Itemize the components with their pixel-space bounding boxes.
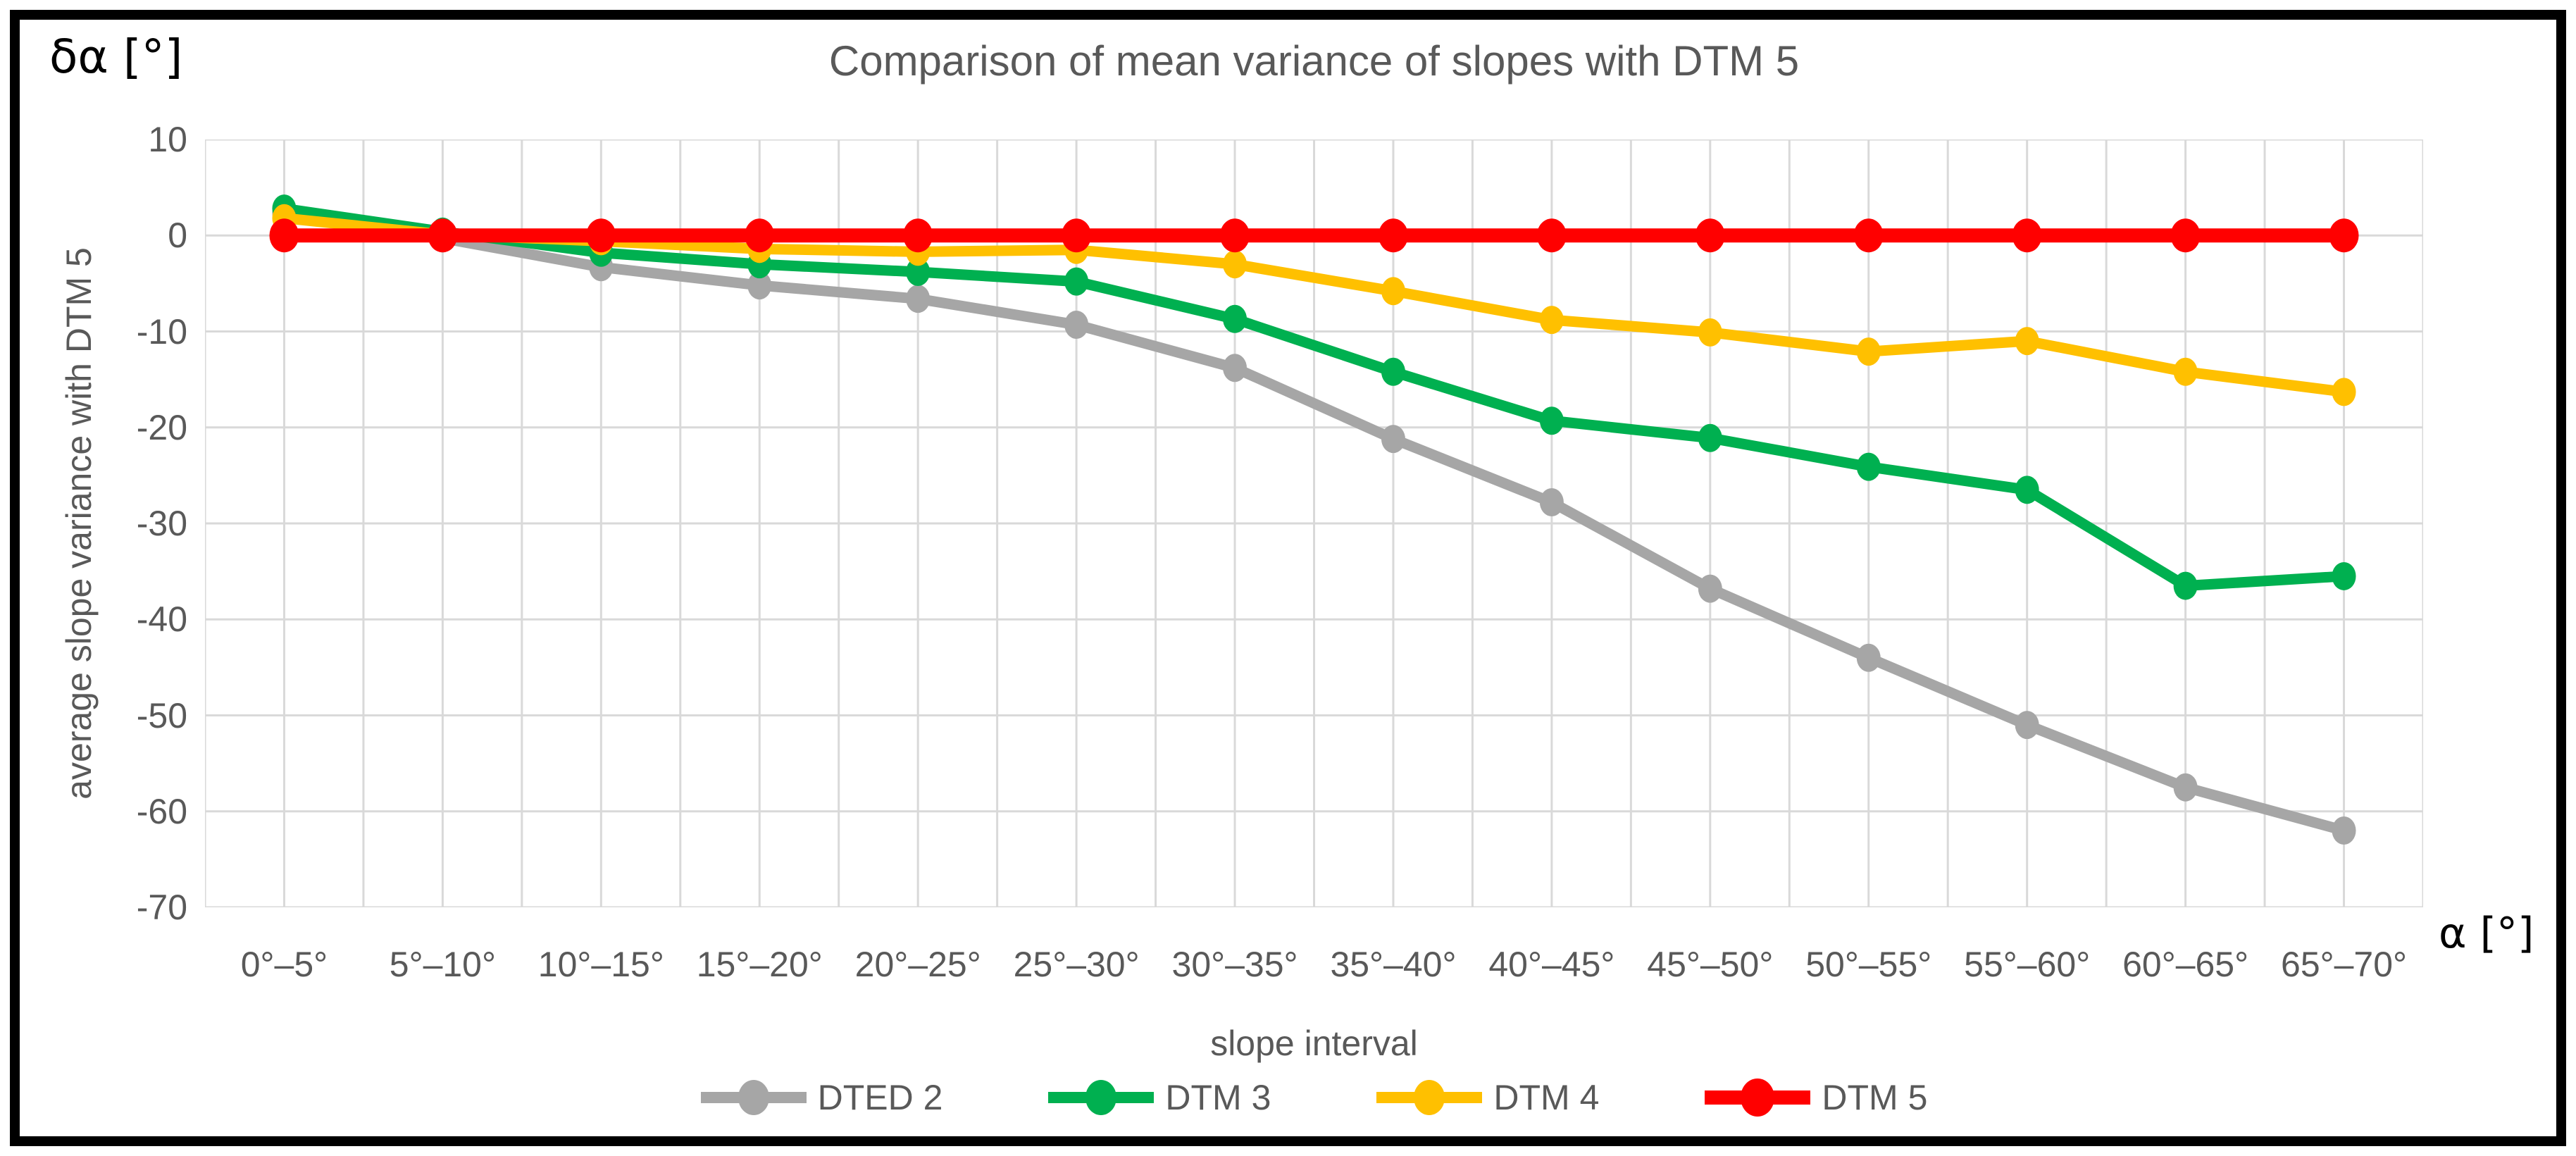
data-point-dtm-5 (2170, 218, 2201, 253)
data-point-dtm-5 (1378, 218, 1408, 253)
y-tick-label: -30 (136, 504, 187, 543)
series-line-dted-2 (278, 208, 2350, 836)
data-point-dtm-5 (586, 218, 616, 253)
data-point-dtm-5 (1853, 218, 1884, 253)
data-point-dtm-5 (1536, 218, 1567, 253)
legend-dot-icon (1741, 1079, 1775, 1117)
legend-dot-icon (1085, 1080, 1117, 1115)
data-point-dtm-4 (2332, 378, 2356, 406)
data-point-dtm-4 (1381, 277, 1405, 306)
y-tick-label: -70 (136, 888, 187, 927)
x-tick-label: 35°–40° (1330, 945, 1457, 984)
data-point-dtm-5 (1695, 218, 1725, 253)
data-point-dtm-3 (1539, 406, 1564, 435)
y-tick-label: -40 (136, 599, 187, 640)
series-line-dtm-3 (278, 203, 2350, 592)
data-point-dtm-5 (2012, 218, 2042, 253)
x-tick-label: 50°–55° (1805, 945, 1932, 984)
legend-item-dted-2: DTED 2 (700, 1076, 943, 1119)
data-point-dtm-3 (2173, 571, 2198, 600)
y-axis-unit-label: δα [°] (49, 30, 183, 84)
data-point-dtm-5 (1062, 218, 1092, 253)
data-point-dtm-5 (903, 218, 933, 253)
y-tick-label: -60 (136, 791, 187, 831)
data-point-dtm-3 (1856, 452, 1881, 481)
data-point-dtm-4 (1223, 250, 1247, 279)
data-point-dted-2 (1223, 354, 1247, 383)
data-point-dtm-3 (1064, 267, 1089, 296)
data-point-dted-2 (2173, 773, 2198, 802)
chart-legend: DTED 2 DTM 3 DTM 4 DTM 5 (205, 1076, 2423, 1119)
data-point-dtm-3 (2015, 476, 2039, 504)
data-point-dtm-5 (428, 218, 458, 253)
legend-dot-icon (1414, 1080, 1445, 1115)
data-point-dtm-4 (1856, 337, 1881, 366)
data-point-dted-2 (906, 285, 931, 313)
chart-title: Comparison of mean variance of slopes wi… (828, 37, 1800, 85)
legend-swatch-icon (1705, 1076, 1811, 1119)
data-point-dtm-4 (2173, 357, 2198, 386)
x-tick-label: 30°–35° (1171, 945, 1298, 984)
plot-area (205, 139, 2423, 907)
data-point-dtm-3 (906, 258, 931, 287)
data-point-dtm-5 (269, 218, 299, 253)
data-point-dtm-4 (1539, 306, 1564, 335)
data-point-dtm-5 (745, 218, 775, 253)
y-tick-label: 0 (168, 216, 187, 256)
legend-label: DTM 4 (1493, 1078, 1600, 1117)
data-point-dtm-4 (2015, 327, 2039, 356)
data-point-dted-2 (1698, 574, 1722, 603)
x-tick-label: 55°–60° (1964, 945, 2091, 984)
y-tick-label: -10 (136, 311, 187, 352)
data-point-dtm-3 (2332, 561, 2356, 590)
data-point-dted-2 (2015, 711, 2039, 740)
legend-label: DTED 2 (817, 1078, 943, 1117)
x-tick-label: 20°–25° (854, 945, 981, 984)
legend-label: DTM 3 (1165, 1078, 1271, 1117)
x-tick-label: 0°–5° (240, 945, 328, 984)
x-tick-label: 5°–10° (389, 945, 496, 984)
x-tick-label: 65°–70° (2281, 945, 2408, 984)
x-axis-title: slope interval (1210, 1024, 1418, 1063)
data-point-dted-2 (1381, 425, 1405, 454)
legend-swatch-icon (1376, 1076, 1483, 1119)
x-tick-label: 10°–15° (537, 945, 664, 984)
legend-item-dtm-4: DTM 4 (1376, 1076, 1599, 1119)
legend-item-dtm-3: DTM 3 (1048, 1076, 1271, 1119)
x-tick-label: 40°–45° (1488, 945, 1615, 984)
legend-label: DTM 5 (1822, 1078, 1928, 1117)
data-point-dtm-5 (1220, 218, 1250, 253)
data-point-dtm-3 (1381, 357, 1405, 386)
y-tick-label: -50 (136, 695, 187, 735)
data-point-dtm-5 (2329, 218, 2359, 253)
x-tick-label: 15°–20° (696, 945, 823, 984)
y-tick-label: 10 (148, 120, 187, 159)
data-point-dted-2 (1856, 643, 1881, 672)
data-point-dted-2 (747, 271, 772, 300)
data-point-dted-2 (2332, 816, 2356, 845)
legend-dot-icon (738, 1080, 769, 1115)
data-point-dted-2 (1064, 310, 1089, 339)
x-tick-label: 45°–50° (1647, 945, 1774, 984)
legend-swatch-icon (700, 1076, 807, 1119)
x-axis-unit-label: α [°] (2439, 909, 2534, 958)
data-point-dtm-3 (1223, 304, 1247, 333)
x-tick-label: 25°–30° (1013, 945, 1140, 984)
y-tick-label: -20 (136, 407, 187, 447)
legend-item-dtm-5: DTM 5 (1705, 1076, 1927, 1119)
data-point-dtm-3 (1698, 423, 1722, 452)
legend-swatch-icon (1048, 1076, 1155, 1119)
data-point-dted-2 (1539, 488, 1564, 517)
data-point-dtm-4 (1698, 318, 1722, 347)
x-tick-label: 60°–65° (2122, 945, 2249, 984)
